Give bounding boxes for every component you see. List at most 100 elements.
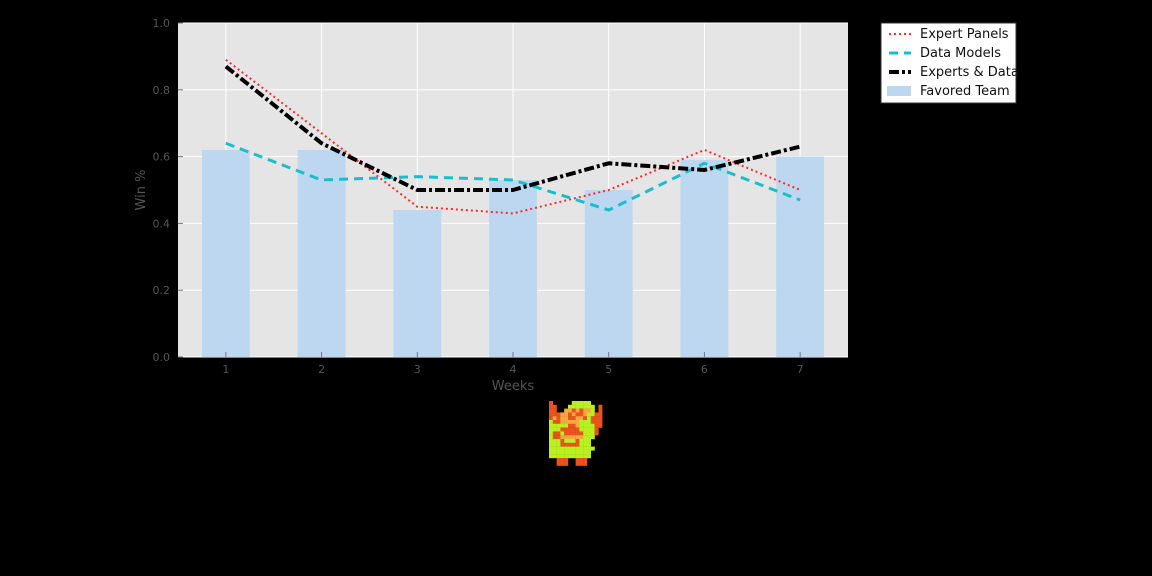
sprite-pixel [598, 404, 603, 409]
sprite-pixel [598, 412, 603, 417]
sprite-pixel [575, 408, 580, 413]
sprite-pixel [564, 442, 569, 447]
sprite-pixel [556, 435, 561, 440]
sprite-pixel [568, 450, 572, 455]
sprite-pixel [571, 412, 576, 417]
sprite-pixel [549, 431, 553, 436]
sprite-pixel [579, 450, 584, 455]
sprite-pixel [594, 416, 599, 421]
x-tick-label: 5 [605, 363, 612, 376]
sprite-pixel [579, 412, 584, 417]
sprite-pixel [560, 416, 565, 421]
sprite-pixel [579, 439, 584, 443]
sprite-pixel [583, 450, 588, 455]
sprite-pixel [552, 408, 557, 413]
sprite-pixel [549, 446, 553, 451]
sprite-pixel [556, 450, 561, 455]
sprite-pixel [587, 442, 591, 447]
sprite-pixel [564, 446, 569, 451]
sprite-pixel [556, 427, 561, 432]
bars [201, 149, 825, 357]
legend-label: Data Models [920, 46, 1001, 61]
sprite-pixel [556, 454, 561, 459]
sprite-pixel [594, 420, 599, 424]
sprite-pixel [549, 420, 553, 424]
y-tick-label: 0.6 [153, 151, 171, 164]
sprite-pixel [575, 454, 580, 459]
sprite-pixel [556, 461, 561, 466]
sprite-pixel [579, 404, 584, 409]
sprite-pixel [575, 423, 580, 428]
x-tick-label: 7 [797, 363, 804, 376]
sprite-pixel [556, 446, 561, 451]
sprite-pixel [571, 454, 576, 459]
bar [201, 149, 250, 357]
y-tick-label: 0.4 [153, 217, 171, 230]
sprite-pixel [564, 435, 569, 440]
sprite-pixel [560, 431, 565, 436]
sprite-pixel [571, 431, 576, 436]
sprite-pixel [575, 420, 580, 424]
sprite-pixel [579, 435, 584, 440]
sprite-pixel [575, 458, 580, 462]
sprite-pixel [568, 408, 572, 413]
sprite-pixel [583, 435, 588, 440]
series-lines [224, 58, 801, 215]
sprite-pixel [594, 431, 599, 436]
x-axis-label: Weeks [492, 379, 535, 394]
bar [489, 179, 537, 357]
sprite-pixel [564, 450, 569, 455]
sprite-pixel [564, 458, 569, 462]
sprite-pixel [564, 454, 569, 459]
sprite-pixel [583, 423, 588, 428]
series-line [225, 141, 801, 212]
sprite-pixel [571, 446, 576, 451]
sprite-pixel [575, 446, 580, 451]
sprite-pixel [587, 439, 591, 443]
sprite-pixel [587, 454, 591, 459]
sprite-pixel [594, 412, 599, 417]
sprite-pixel [575, 412, 580, 417]
y-axis-label: Win % [134, 170, 149, 211]
sprite-pixel [590, 435, 595, 440]
sprite-pixel [571, 401, 576, 405]
sprite-pixel [571, 420, 576, 424]
y-ticks: 0.0 0.2 0.4 0.6 0.8 1.0 [153, 17, 183, 364]
sprite-pixel [583, 439, 588, 443]
sprite-pixel [583, 412, 588, 417]
sprite-pixel [549, 439, 553, 443]
sprite-pixel [560, 439, 565, 443]
y-tick-label: 0.8 [153, 84, 171, 97]
x-ticks: 1 2 3 4 5 6 7 [222, 352, 804, 376]
sprite-pixel [587, 404, 591, 409]
sprite-pixel [560, 427, 565, 432]
sprite-pixel [571, 450, 576, 455]
sprite-pixel [556, 442, 561, 447]
sprite-pixel [560, 442, 565, 447]
sprite-pixel [587, 412, 591, 417]
sprite-pixel [556, 412, 561, 417]
sprite-pixel [587, 446, 591, 451]
sprite-pixel [549, 442, 553, 447]
sprite-pixel [590, 420, 595, 424]
sprite-pixel [564, 427, 569, 432]
sprite-pixel [549, 408, 553, 413]
sprite-pixel [575, 404, 580, 409]
sprite-pixel [583, 427, 588, 432]
sprite-pixel [556, 431, 561, 436]
sprite-pixel [560, 458, 565, 462]
sprite-pixel [583, 442, 588, 447]
sprite-pixel [590, 423, 595, 428]
sprite-pixel [552, 423, 557, 428]
sprite-pixel [560, 435, 565, 440]
sprite-pixel [552, 450, 557, 455]
sprite-pixel [564, 420, 569, 424]
sprite-pixel [568, 446, 572, 451]
series-line [224, 64, 801, 192]
legend-label: Expert Panels [920, 27, 1009, 42]
sprite-pixel [590, 427, 595, 432]
sprite-pixel [598, 408, 603, 413]
sprite-pixel [568, 442, 572, 447]
sprite-pixel [560, 450, 565, 455]
sprite-pixel [568, 427, 572, 432]
